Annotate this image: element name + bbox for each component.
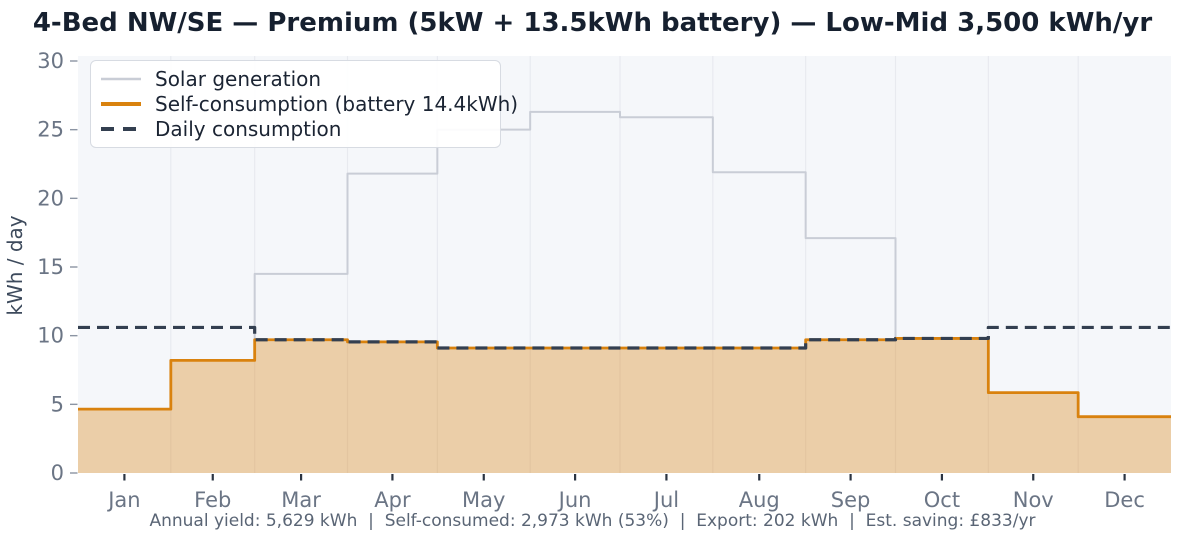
legend-item-daily-consumption: Daily consumption [100, 117, 500, 141]
legend-label: Daily consumption [155, 116, 342, 141]
x-tick-label: Apr [374, 488, 411, 512]
y-tick-label: 15 [37, 255, 64, 279]
legend-item-solar-generation: Solar generation [100, 67, 500, 91]
daily-consumption-dash-swatch-icon [101, 126, 141, 131]
x-tick-label: Dec [1104, 488, 1145, 512]
y-tick-label: 0 [51, 461, 64, 485]
x-tick-label: Jun [557, 488, 592, 512]
legend: Solar generation Self-consumption (batte… [90, 60, 518, 148]
x-tick-label: Feb [194, 488, 231, 512]
daily-consumption-line [78, 325, 1171, 350]
legend-label: Self-consumption (battery 14.4kWh) [155, 91, 519, 116]
solar-line-swatch-icon [101, 78, 141, 81]
y-tick-label: 5 [51, 392, 64, 416]
y-tick-label: 25 [37, 118, 64, 142]
y-tick-label: 10 [37, 324, 64, 348]
x-tick-label: Jul [652, 488, 679, 512]
legend-item-self-consumption: Self-consumption (battery 14.4kWh) [100, 92, 518, 116]
legend-label: Solar generation [155, 67, 322, 92]
x-tick-label: Sep [831, 488, 871, 512]
self-consumption-line-swatch-icon [101, 101, 141, 106]
summary-stats: Annual yield: 5,629 kWh | Self-consumed:… [149, 511, 1036, 531]
x-tick-label: Jan [106, 488, 140, 512]
y-tick-label: 30 [37, 49, 64, 73]
x-tick-label: May [462, 488, 505, 512]
x-tick-label: Nov [1013, 488, 1054, 512]
y-tick-label: 20 [37, 186, 64, 210]
chart-title: 4-Bed NW/SE — Premium (5kW + 13.5kWh bat… [32, 8, 1153, 38]
y-axis-label: kWh / day [3, 215, 27, 315]
x-tick-label: Oct [924, 488, 960, 512]
x-tick-label: Aug [739, 488, 780, 512]
x-tick-label: Mar [281, 488, 321, 512]
self-consumption-area [78, 338, 1171, 473]
